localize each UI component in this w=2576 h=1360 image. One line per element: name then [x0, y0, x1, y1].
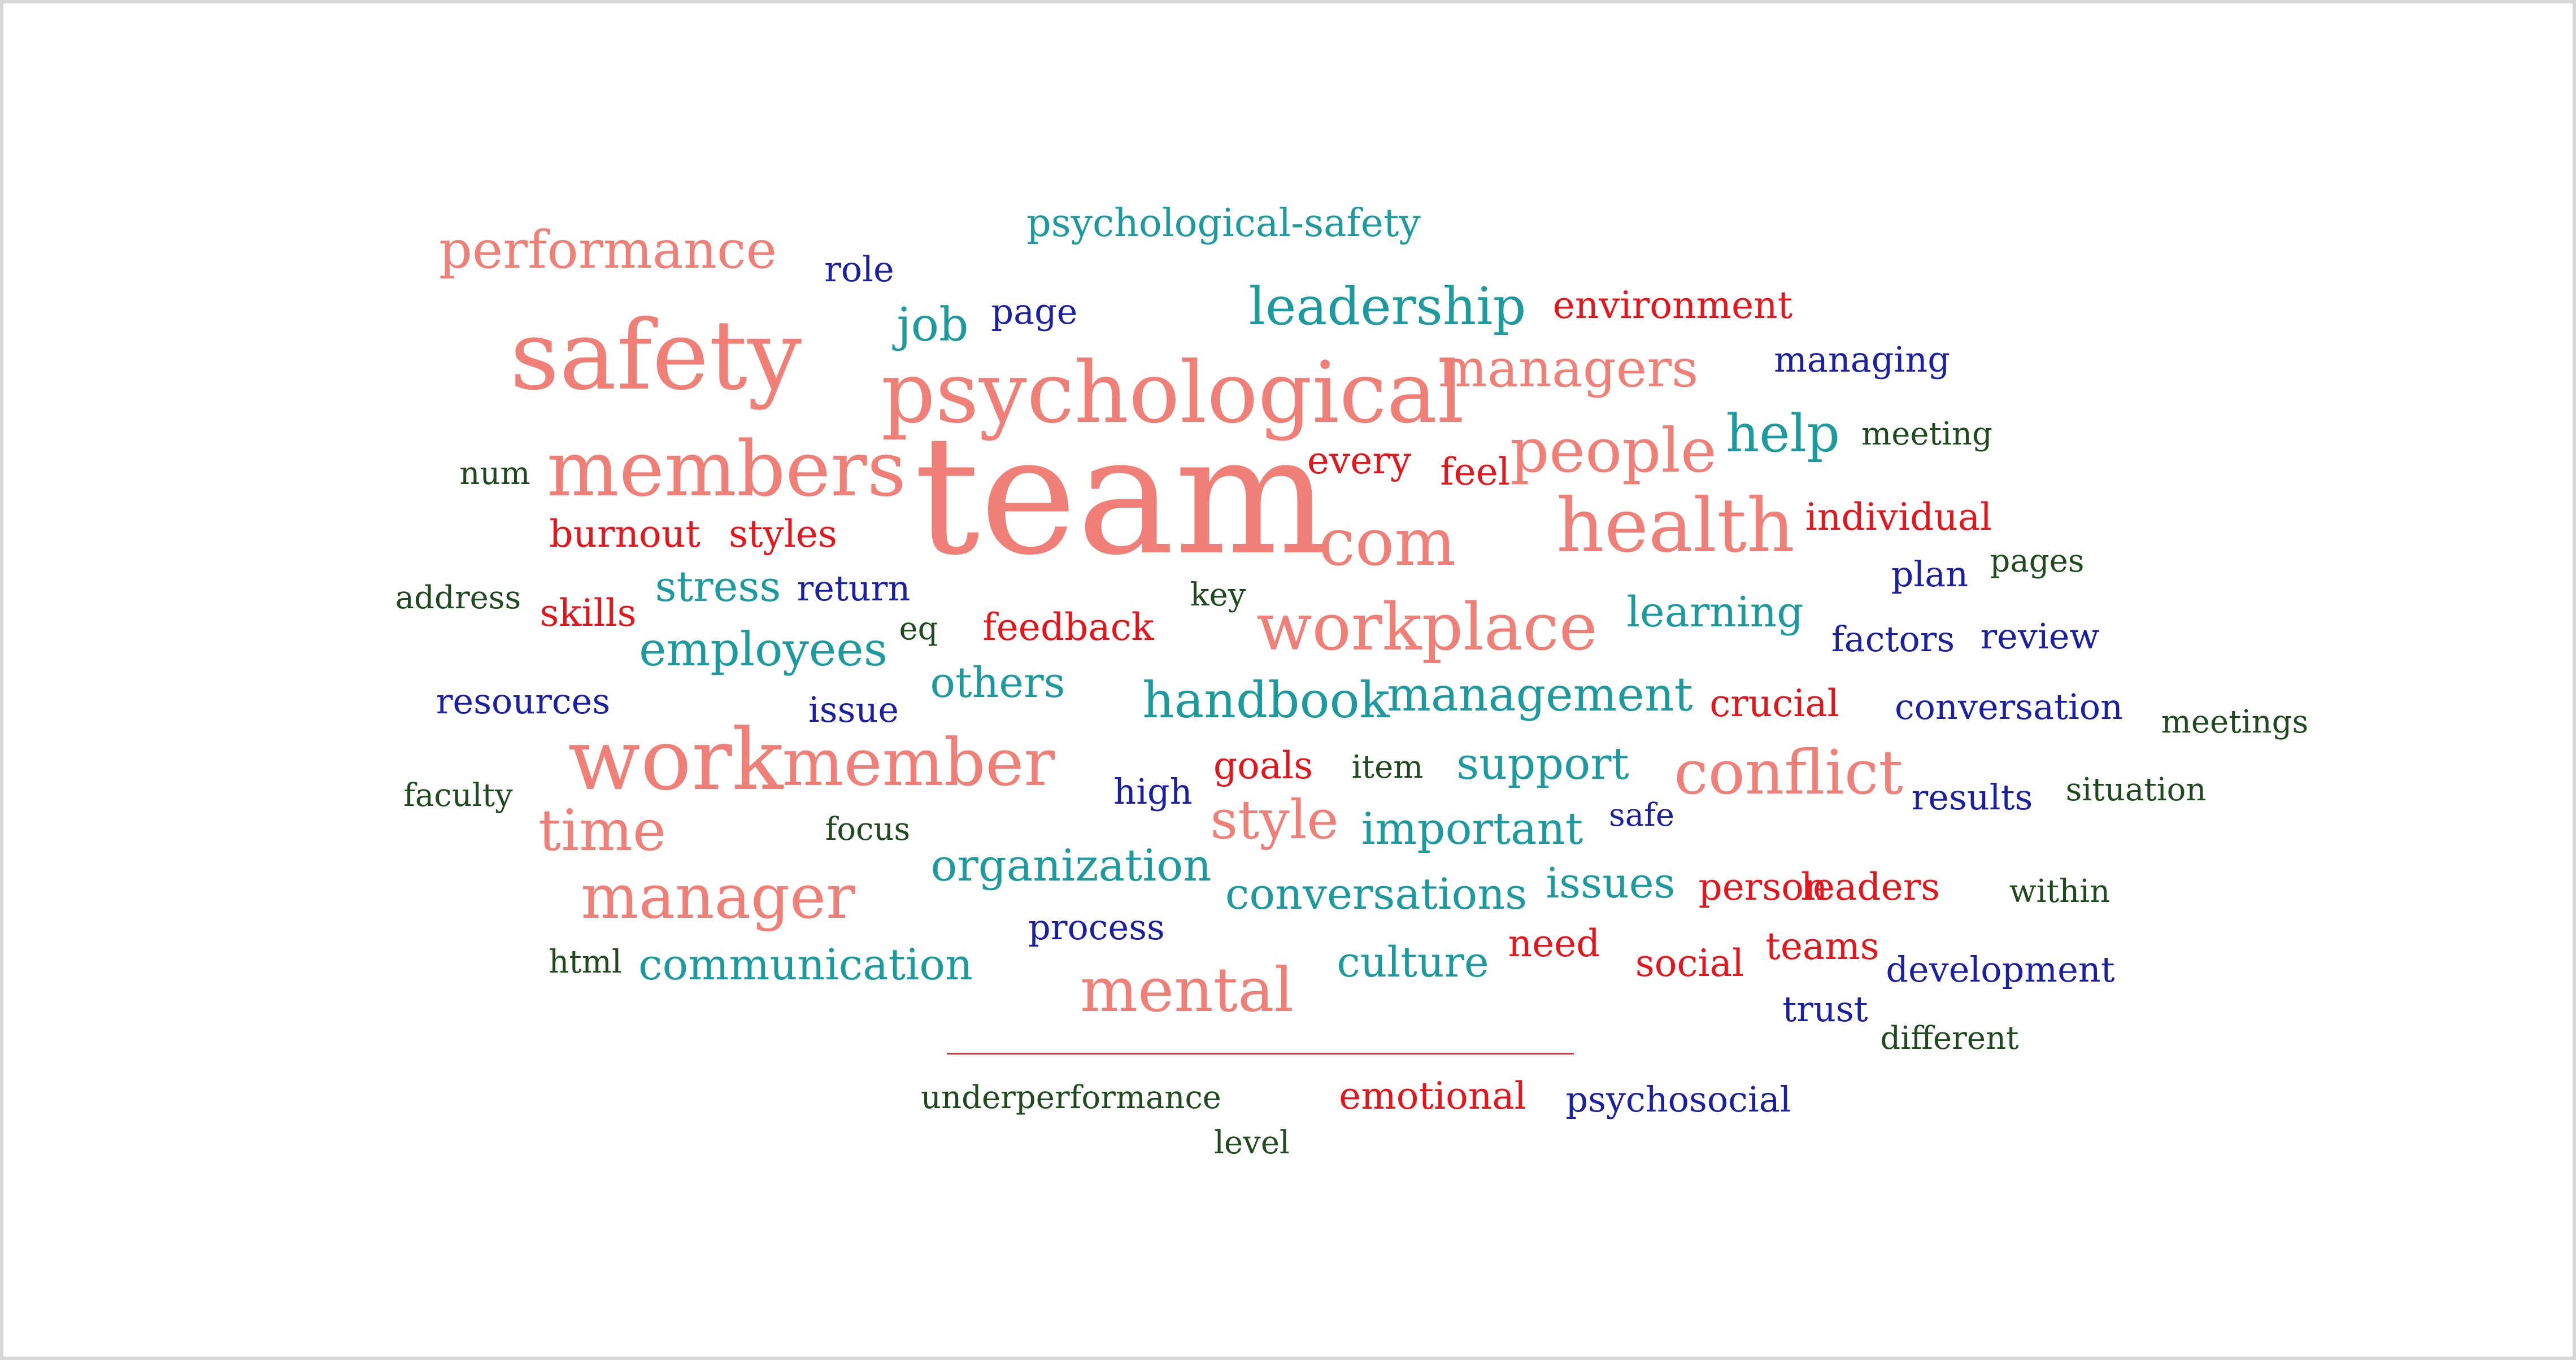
- word-support: support: [1456, 738, 1629, 790]
- word-page: page: [991, 291, 1078, 333]
- word-organization: organization: [930, 840, 1212, 891]
- word-num: num: [459, 455, 530, 492]
- word-faculty: faculty: [403, 777, 513, 814]
- word-individual: individual: [1805, 495, 1992, 539]
- word-within: within: [2009, 873, 2111, 910]
- word-style: style: [1210, 789, 1339, 851]
- word-social: social: [1635, 941, 1744, 986]
- word-return: return: [797, 568, 911, 609]
- word-role: role: [824, 249, 894, 290]
- word-trust: trust: [1782, 988, 1868, 1030]
- word-people: people: [1510, 415, 1717, 486]
- word-address: address: [395, 579, 521, 617]
- word-time: time: [538, 797, 667, 864]
- word-conversation: conversation: [1894, 686, 2124, 728]
- word-conversations: conversations: [1225, 869, 1528, 919]
- word-level: level: [1214, 1124, 1290, 1162]
- word-burnout: burnout: [549, 512, 700, 556]
- word-psychological-safety: psychological-safety: [1026, 200, 1421, 246]
- word-key: key: [1190, 577, 1246, 614]
- word-job: job: [897, 298, 969, 352]
- word-handbook: handbook: [1142, 670, 1390, 729]
- word-manager: manager: [581, 861, 855, 932]
- word-issues: issues: [1546, 858, 1676, 908]
- word-high: high: [1113, 771, 1193, 813]
- word-members: members: [546, 425, 907, 513]
- word-meeting: meeting: [1861, 416, 1992, 453]
- word-person: person: [1698, 865, 1828, 909]
- word-feedback: feedback: [982, 605, 1154, 650]
- word-safety: safety: [510, 300, 802, 412]
- word-health: health: [1556, 482, 1795, 570]
- word-psychosocial: psychosocial: [1565, 1079, 1791, 1121]
- word-workplace: workplace: [1256, 590, 1598, 665]
- word-process: process: [1028, 906, 1165, 948]
- word-emotional: emotional: [1339, 1074, 1526, 1118]
- word-goals: goals: [1213, 744, 1313, 788]
- word-environment: environment: [1552, 284, 1793, 328]
- word-focus: focus: [825, 811, 911, 848]
- word-com: com: [1319, 505, 1456, 581]
- word-item: item: [1351, 749, 1424, 786]
- word-eq: eq: [899, 611, 938, 648]
- word-different: different: [1880, 1020, 2019, 1057]
- word-psychological: psychological: [881, 344, 1465, 442]
- word-styles: styles: [729, 512, 837, 556]
- word-skills: skills: [539, 591, 637, 635]
- word-managers: managers: [1438, 338, 1699, 399]
- word-factors: factors: [1831, 618, 1955, 660]
- word-important: important: [1361, 803, 1583, 855]
- word-safe: safe: [1609, 797, 1674, 834]
- word-leadership: leadership: [1248, 276, 1526, 337]
- word-feel: feel: [1440, 450, 1510, 494]
- word-management: management: [1387, 668, 1693, 722]
- word-resources: resources: [436, 681, 611, 722]
- word-crucial: crucial: [1709, 682, 1839, 726]
- word-learning: learning: [1626, 587, 1804, 637]
- word-managing: managing: [1774, 339, 1950, 381]
- word-development: development: [1886, 949, 2115, 991]
- word-mental: mental: [1080, 954, 1294, 1026]
- word-plan: plan: [1891, 553, 1969, 595]
- word-underperformance: underperformance: [921, 1079, 1221, 1117]
- word-others: others: [930, 658, 1065, 707]
- word-meetings: meetings: [2161, 704, 2309, 741]
- word-pages: pages: [1990, 543, 2085, 580]
- word-team: team: [913, 401, 1330, 591]
- word-conflict: conflict: [1674, 737, 1903, 808]
- word-every: every: [1307, 439, 1412, 483]
- word-performance: performance: [438, 220, 777, 281]
- word-stress: stress: [655, 562, 781, 611]
- word-teams: teams: [1765, 925, 1879, 969]
- word-help: help: [1725, 403, 1840, 464]
- word-html: html: [549, 944, 622, 981]
- word-underline-rule: _____________________________________: [947, 1015, 1574, 1055]
- word-review: review: [1980, 616, 2100, 657]
- word-need: need: [1508, 922, 1600, 966]
- word-results: results: [1911, 777, 2033, 818]
- word-communication: communication: [638, 939, 973, 990]
- word-member: member: [782, 725, 1055, 801]
- word-leaders: leaders: [1800, 865, 1940, 909]
- word-employees: employees: [639, 623, 887, 677]
- word-situation: situation: [2065, 771, 2207, 809]
- word-work: work: [568, 711, 784, 809]
- word-issue: issue: [808, 689, 899, 731]
- word-culture: culture: [1337, 938, 1489, 987]
